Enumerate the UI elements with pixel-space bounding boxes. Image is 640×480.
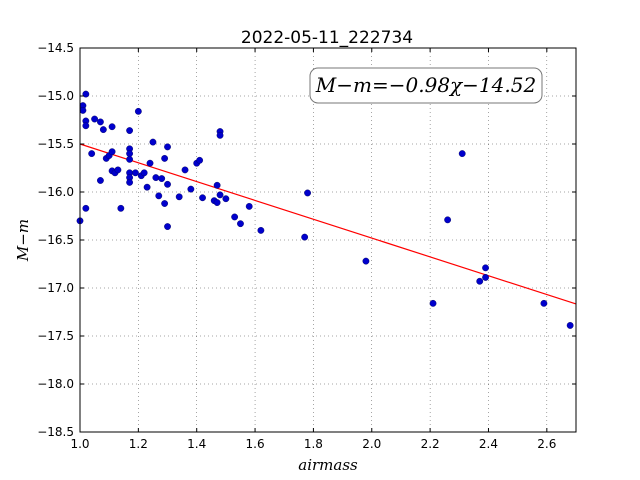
y-tick-labels: −14.5 −15.0 −15.5 −16.0 −16.5 −17.0 −17.5 −18.0…	[37, 41, 74, 439]
y-tick-label: −16.0	[37, 185, 74, 199]
chart-title: 2022-05-11_222734	[241, 28, 413, 48]
tick-marks	[79, 47, 576, 433]
data-point	[108, 148, 116, 156]
x-tick-label: 1.4	[187, 437, 206, 451]
x-tick-label: 2.2	[421, 437, 440, 451]
data-point	[82, 122, 90, 130]
data-point	[108, 123, 116, 131]
data-point	[82, 204, 90, 212]
fit-line-layer	[79, 143, 577, 305]
data-point	[222, 195, 230, 203]
x-tick-label: 2.0	[362, 437, 381, 451]
data-point	[134, 107, 142, 115]
data-point	[181, 166, 189, 174]
x-tick-label: 2.4	[479, 437, 498, 451]
data-point	[237, 220, 244, 228]
data-point	[301, 233, 309, 241]
x-tick-label: 1.6	[246, 437, 265, 451]
data-point	[117, 204, 125, 212]
data-point	[152, 174, 160, 182]
data-point	[175, 193, 183, 201]
data-point	[126, 127, 134, 134]
points-layer	[76, 90, 574, 329]
data-point	[132, 169, 139, 177]
annotation-box	[309, 67, 543, 104]
data-point	[304, 189, 311, 197]
data-point	[213, 181, 221, 189]
data-point	[91, 115, 98, 123]
data-point	[114, 166, 122, 174]
data-point	[362, 257, 370, 265]
y-tick-label: −15.5	[37, 137, 74, 151]
data-point	[97, 118, 104, 126]
data-point	[143, 183, 151, 191]
data-point	[482, 264, 489, 272]
data-point	[155, 192, 163, 200]
data-point	[164, 223, 171, 230]
data-point	[257, 226, 265, 234]
data-point	[164, 180, 171, 188]
y-tick-label: −17.5	[37, 329, 74, 343]
data-point	[196, 156, 204, 164]
y-tick-label: −17.0	[37, 281, 74, 295]
data-point	[540, 299, 548, 307]
x-tick-label: 1.8	[304, 437, 323, 451]
data-point	[99, 126, 107, 134]
data-point	[126, 178, 134, 186]
data-point	[140, 169, 148, 177]
y-tick-label: −16.5	[37, 233, 74, 247]
data-point	[149, 138, 157, 146]
y-tick-label: −14.5	[37, 41, 74, 55]
x-tick-labels: 1.0 1.2 1.4 1.6 1.8 2.0 2.2 2.4 2.6	[70, 437, 556, 451]
data-point	[216, 191, 224, 199]
y-tick-label: −18.0	[37, 377, 74, 391]
x-tick-label: 2.6	[537, 437, 556, 451]
data-point	[164, 143, 171, 151]
grid-lines	[79, 47, 576, 433]
y-tick-label: −15.0	[37, 89, 74, 103]
fit-line	[79, 143, 577, 305]
data-point	[161, 154, 169, 162]
data-point	[216, 131, 224, 139]
data-point	[146, 159, 154, 167]
data-point	[82, 90, 90, 98]
data-point	[444, 216, 452, 224]
data-point	[429, 299, 437, 307]
data-point	[231, 213, 239, 221]
annotation-text: M−m=−0.98χ−14.52	[315, 73, 536, 97]
data-point	[482, 274, 489, 281]
data-point	[158, 175, 166, 182]
data-point	[458, 150, 466, 158]
y-axis-label: M−m	[14, 219, 32, 262]
data-point	[88, 150, 96, 158]
data-point	[199, 194, 206, 202]
data-point	[97, 177, 104, 184]
x-axis-label: airmass	[298, 456, 358, 474]
y-tick-label: −18.5	[37, 425, 74, 439]
data-point	[79, 107, 87, 114]
data-point	[245, 202, 253, 210]
data-point	[566, 322, 574, 329]
data-point	[187, 185, 195, 193]
data-point	[213, 199, 221, 206]
x-tick-label: 1.0	[70, 437, 89, 451]
data-point	[126, 155, 134, 163]
fit-annotation: M−m=−0.98χ−14.52	[309, 67, 543, 104]
data-point	[161, 200, 169, 207]
data-point	[476, 277, 484, 285]
data-point	[126, 150, 134, 158]
x-tick-label: 1.2	[129, 437, 148, 451]
